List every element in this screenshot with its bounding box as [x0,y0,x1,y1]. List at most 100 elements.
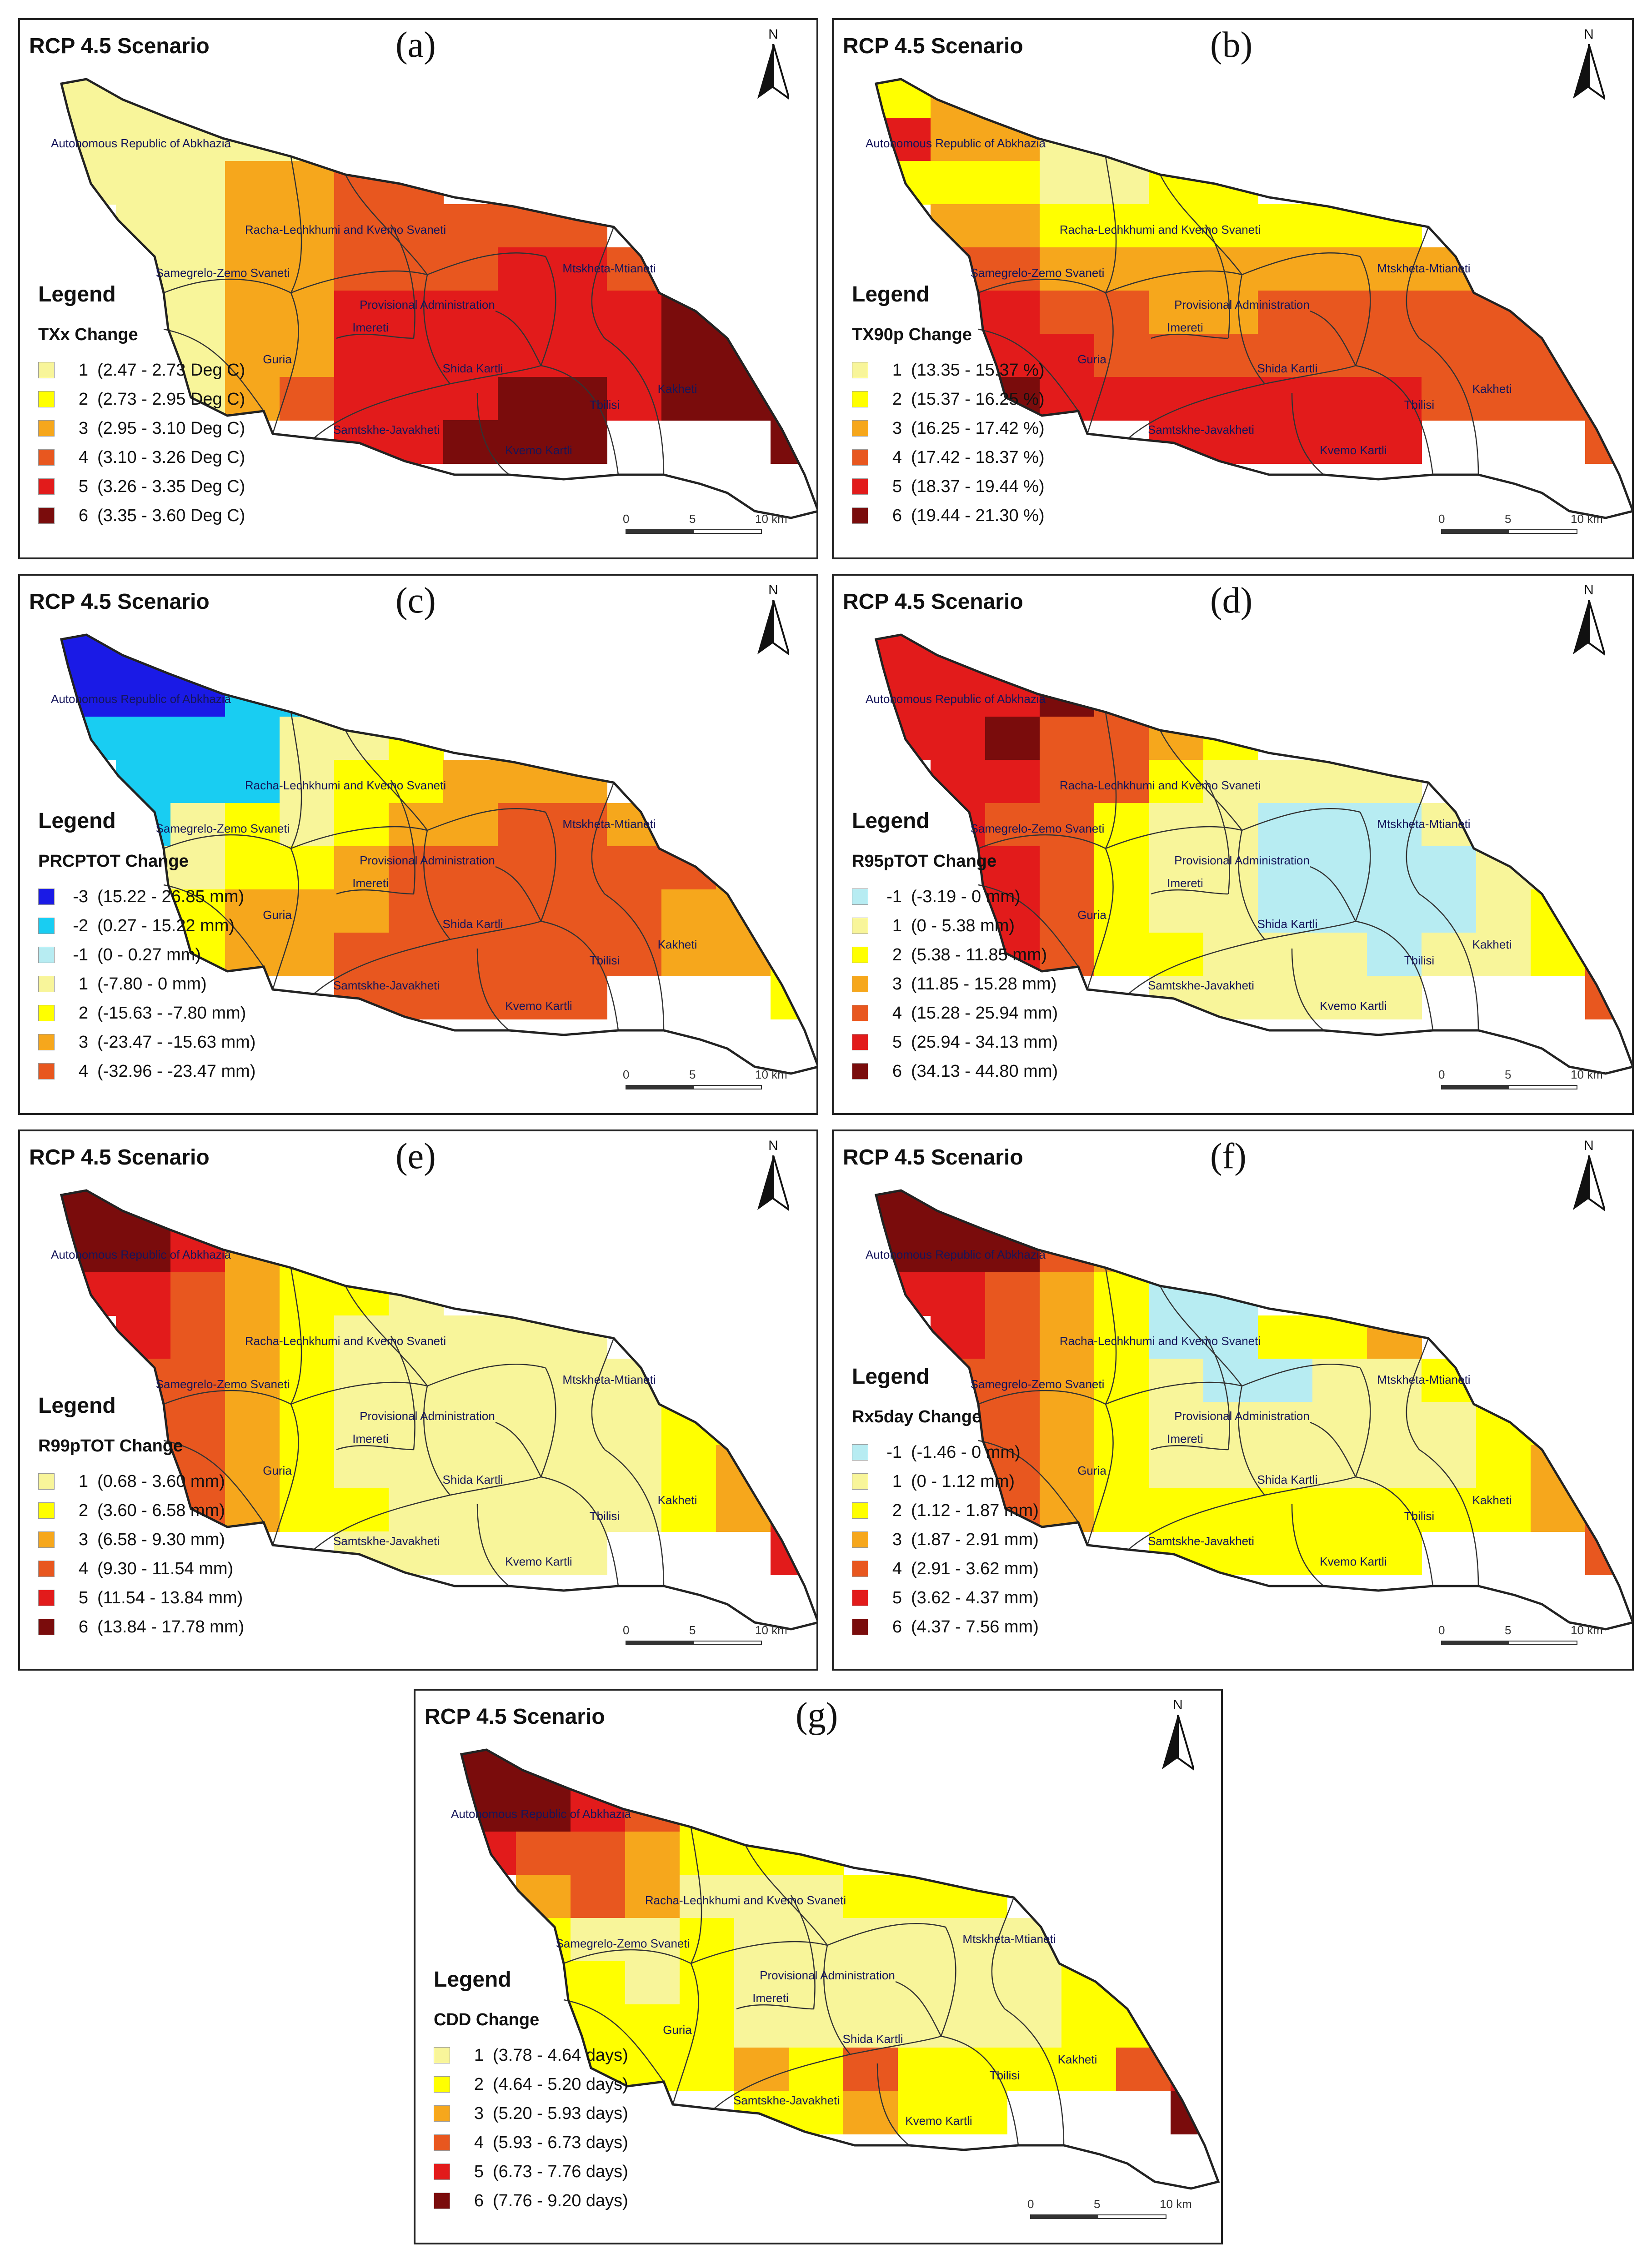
grid-cell [1258,889,1313,933]
grid-cell [61,717,116,760]
grid-cell [443,1531,498,1575]
region-label: Racha-Lechkhumi and Kvemo Svaneti [245,778,446,792]
scale-bar: 0 5 10 km [1438,1623,1614,1655]
grid-cell [931,635,986,674]
grid-cell [443,420,498,464]
grid-cell [1312,1488,1367,1532]
region-label: Kvemo Kartli [505,443,572,457]
legend-class: 1 [892,916,902,935]
legend-item: 4 (3.10 - 3.26 Deg C) [38,443,245,472]
grid-cell [716,1402,771,1446]
map-panel-g: RCP 4.5 Scenario (g) N Autonomous Republic … [414,1689,1223,2244]
legend-item: 1 (0 - 1.12 mm) [852,1467,1039,1496]
grid-cell [552,933,607,976]
grid-cell [1061,2004,1116,2048]
grid-cell [170,204,225,248]
legend-swatch [38,1561,55,1577]
grid-cell [607,1402,662,1446]
legend-swatch [852,918,868,934]
grid-cell [625,2004,680,2048]
legend-class: 2 [78,1501,88,1520]
grid-cell [1585,976,1632,1019]
legend-swatch [852,449,868,466]
legend-class: -1 [73,945,88,964]
legend-title: Legend [434,1968,511,1992]
legend-class: 2 [892,389,902,409]
grid-cell [498,377,553,421]
legend-class: 3 [78,418,88,438]
scale-label-0: 0 [623,1623,630,1637]
legend-swatch [38,889,55,905]
grid-cell [334,889,389,933]
grid-cell [571,1832,626,1875]
grid-cell [225,204,280,248]
scenario-title: RCP 4.5 Scenario [29,1145,210,1170]
grid-cell [443,1445,498,1489]
scale-label-10: 10 km [1571,1068,1603,1081]
grid-cell [625,1788,680,1832]
legend-range: (0 - 5.38 mm) [911,916,1015,935]
legend-item: 4 (5.93 - 6.73 days) [434,2128,628,2157]
grid-cell [334,377,389,421]
grid-cell [443,377,498,421]
north-label: N [1173,1697,1183,1712]
region-label: Guria [263,908,292,922]
grid-cell [1203,1402,1258,1446]
grid-cell [498,291,553,334]
grid-cell [1258,1359,1313,1402]
legend-class: 4 [892,1559,902,1578]
region-label: Imereti [352,1432,388,1446]
grid-cell [1040,1272,1095,1316]
grid-cell [1312,933,1367,976]
legend-class: 6 [78,1617,88,1637]
map-legend: Legend CDD Change 1 (3.78 - 4.64 days) 2 (4.6… [434,1967,628,2215]
legend-range: (0.68 - 3.60 mm) [97,1471,225,1491]
grid-cell [1258,1531,1313,1575]
grid-cell [443,846,498,890]
legend-range: (-7.80 - 0 mm) [97,974,207,994]
north-arrow-icon: N [1566,1138,1612,1220]
grid-cell [1258,803,1313,847]
grid-cell [789,2048,844,2091]
grid-cell [552,334,607,377]
grid-cell [1531,1445,1586,1489]
grid-cell [1367,1445,1422,1489]
legend-item: 2 (1.12 - 1.87 mm) [852,1496,1039,1525]
legend-range: (17.42 - 18.37 %) [911,447,1045,467]
region-label: Tbilisi [990,2068,1020,2082]
grid-cell [771,377,816,421]
scale-label-0: 0 [1438,1623,1445,1637]
grid-cell [516,1788,571,1832]
scale-label-5: 5 [1505,1623,1512,1637]
grid-cell [116,79,171,118]
legend-item: 2 (5.38 - 11.85 mm) [852,940,1058,969]
grid-cell [1476,803,1531,847]
grid-cell [61,1272,116,1316]
scale-label-5: 5 [1094,2197,1101,2211]
grid-cell [280,889,335,933]
legend-item: 3 (2.95 - 3.10 Deg C) [38,414,245,443]
legend-item: 3 (-23.47 - -15.63 mm) [38,1028,255,1057]
grid-cell [1367,846,1422,890]
grid-cell [334,760,389,803]
grid-cell [931,673,986,717]
grid-cell [280,204,335,248]
legend-swatch [434,2134,450,2151]
grid-cell [1312,204,1367,248]
grid-cell [443,1359,498,1402]
legend-title: Legend [852,1365,930,1389]
grid-cell [61,161,116,205]
legend-range: (-3.19 - 0 mm) [911,887,1021,906]
grid-cell [1094,204,1149,248]
scale-label-0: 0 [1438,512,1445,526]
legend-range: (6.58 - 9.30 mm) [97,1530,225,1549]
grid-cell [334,204,389,248]
legend-index-title: CDD Change [434,2010,540,2029]
grid-cell [771,1488,816,1532]
grid-cell [443,803,498,847]
north-arrow-icon: N [1566,582,1612,664]
grid-cell [1203,846,1258,890]
grid-cell [985,204,1040,248]
grid-cell [898,1961,953,2005]
legend-class: 1 [78,1471,88,1491]
